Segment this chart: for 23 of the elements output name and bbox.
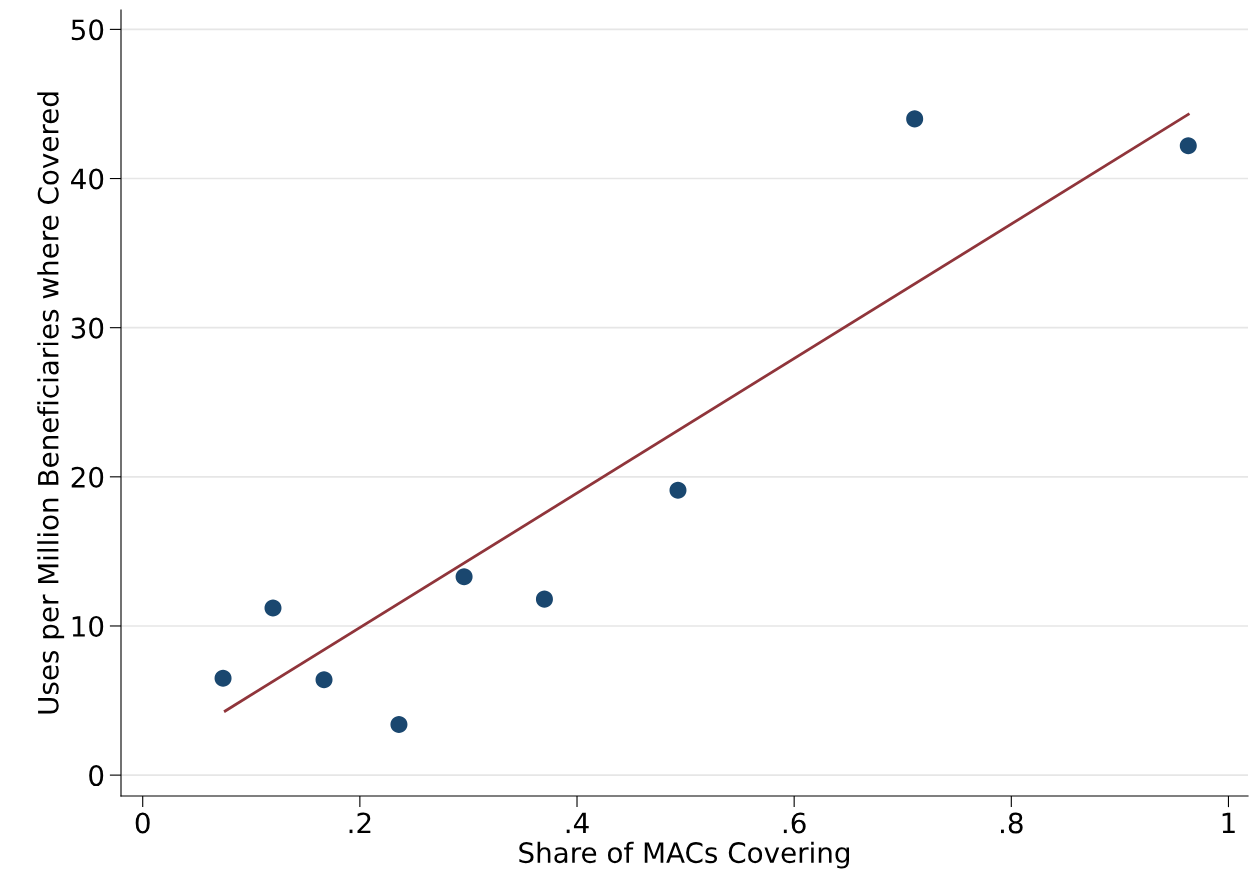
x-axis-title: Share of MACs Covering: [519, 841, 849, 869]
y-tick-label: 20: [71, 466, 104, 488]
x-tick-label: 0: [135, 812, 150, 834]
point: [1179, 137, 1197, 155]
point: [264, 599, 282, 617]
point: [315, 671, 333, 689]
y-axis-title: Uses per Million Beneficiaries where Covered: [37, 92, 65, 714]
point: [390, 715, 408, 733]
y-tick-label: 10: [72, 615, 104, 637]
y-tick-label: 0: [89, 765, 104, 787]
point: [906, 110, 924, 128]
point: [535, 590, 553, 608]
x-tick-label: .4: [566, 812, 589, 834]
x-tick-label: .6: [783, 812, 806, 834]
point: [669, 481, 687, 499]
point: [455, 568, 473, 586]
x-tick-label: 1: [1222, 812, 1235, 834]
y-tick-label: 40: [71, 168, 104, 190]
x-tick-label: .2: [349, 812, 371, 834]
point: [214, 669, 232, 687]
y-tick-label: 30: [71, 317, 104, 339]
x-tick-label: .8: [1001, 812, 1023, 834]
y-tick-label: 50: [71, 19, 104, 41]
